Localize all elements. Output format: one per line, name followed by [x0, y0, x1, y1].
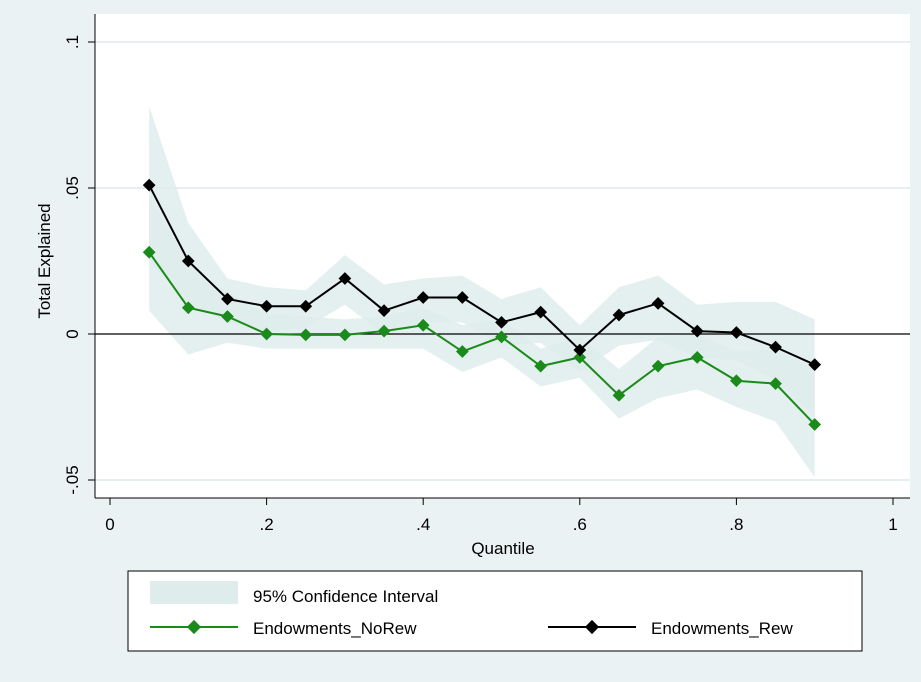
series-1-point-7 — [416, 291, 430, 304]
series-1-point-0 — [142, 178, 156, 192]
x-tick-label-1: .2 — [260, 515, 274, 534]
series-0-point-8 — [455, 345, 469, 358]
grid-lines — [95, 41, 910, 481]
series-line-0 — [148, 251, 816, 426]
series-0-point-2 — [221, 310, 234, 323]
series-0-point-7 — [416, 318, 430, 332]
series-0-point-6 — [377, 324, 391, 338]
series-1-point-6 — [377, 304, 391, 318]
y-ticks: -.05 0 .05 .1 — [63, 35, 95, 495]
legend-rew-label: Endowments_Rew — [651, 619, 793, 638]
y-axis-label: Total Explained — [35, 203, 54, 318]
confidence-bands — [149, 106, 815, 478]
legend-norew-marker — [186, 619, 202, 635]
series-1-point-1 — [181, 254, 195, 268]
y-tick-label-3: .1 — [63, 35, 82, 49]
x-ticks: 0 .2 .4 .6 .8 1 — [105, 498, 898, 534]
y-tick-label-1: 0 — [63, 329, 82, 338]
legend-box — [127, 570, 863, 652]
series-0-point-4 — [299, 328, 313, 342]
x-tick-label-4: .8 — [729, 515, 743, 534]
series-0-point-9 — [495, 330, 508, 344]
x-axis-label: Quantile — [471, 539, 534, 558]
x-tick-label-2: .4 — [416, 515, 430, 534]
series-0-point-1 — [181, 301, 195, 315]
series-1-point-4 — [299, 299, 313, 313]
series-line-1 — [148, 184, 816, 366]
y-tick-label-2: .05 — [63, 176, 82, 200]
y-tick-label-0: -.05 — [63, 465, 82, 494]
series-1-point-3 — [260, 299, 273, 313]
series-0-point-0 — [142, 245, 156, 259]
x-tick-label-3: .6 — [573, 515, 587, 534]
series-0-point-3 — [260, 327, 273, 341]
axes — [94, 14, 910, 499]
ci-band-1 — [149, 106, 815, 416]
series-1-point-2 — [221, 292, 234, 306]
legend-norew-label: Endowments_NoRew — [253, 619, 417, 638]
x-tick-label-0: 0 — [105, 515, 114, 534]
legend-ci-label: 95% Confidence Interval — [253, 587, 438, 606]
ci-band-0 — [149, 196, 815, 478]
legend-ci-swatch — [150, 581, 238, 604]
series-1-point-5 — [338, 272, 352, 285]
series-0-point-5 — [338, 328, 352, 342]
series-1-point-9 — [495, 315, 508, 329]
series-1-point-8 — [455, 291, 469, 304]
legend: 95% Confidence Interval Endowments_NoRew… — [127, 570, 863, 652]
x-tick-label-5: 1 — [888, 515, 897, 534]
legend-rew-marker — [584, 619, 600, 635]
